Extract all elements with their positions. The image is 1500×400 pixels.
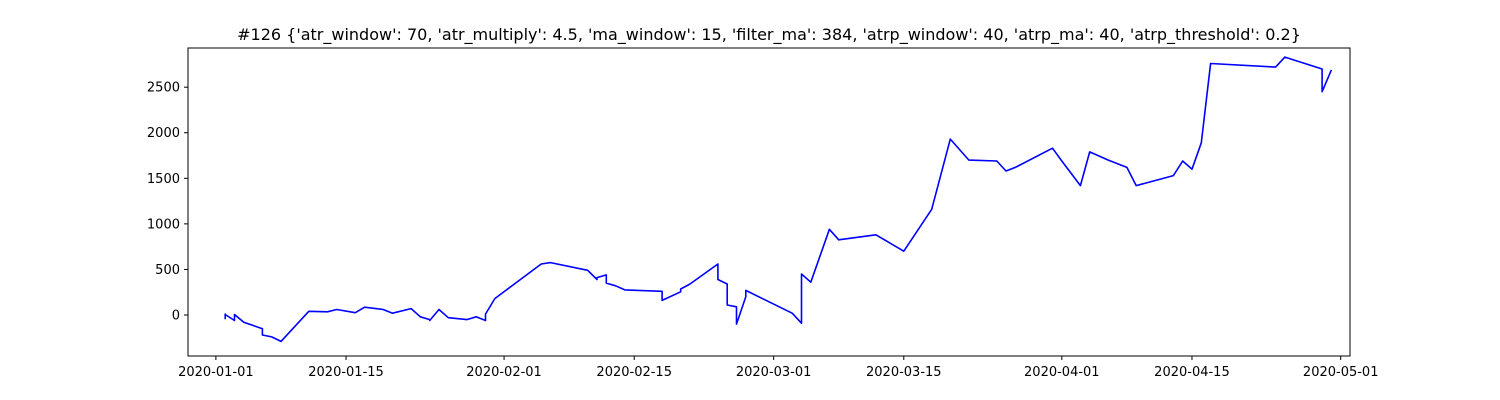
x-tick-label: 2020-01-15: [308, 365, 384, 380]
x-tick-label: 2020-04-01: [1024, 365, 1100, 380]
plot-frame: [187, 47, 1351, 357]
y-tick-label: 500: [155, 263, 180, 278]
series-line: [224, 56, 1333, 343]
plot-area: [224, 56, 1333, 343]
x-tick-label: 2020-02-15: [596, 365, 672, 380]
y-tick-label: 2500: [147, 81, 180, 96]
y-tick-label: 1000: [147, 217, 180, 232]
x-tick-label: 2020-01-01: [178, 365, 254, 380]
x-tick-label: 2020-02-01: [466, 365, 542, 380]
x-tick-label: 2020-04-15: [1154, 365, 1230, 380]
y-axis: 0 500 1000 1500 2000 2500: [147, 81, 188, 323]
x-tick-label: 2020-03-01: [736, 365, 812, 380]
y-tick-label: 2000: [147, 126, 180, 141]
chart-title: #126 {'atr_window': 70, 'atr_multiply': …: [237, 25, 1301, 45]
x-axis: 2020-01-01 2020-01-15 2020-02-01 2020-02-15…: [178, 356, 1378, 380]
y-tick-label: 1500: [147, 172, 180, 187]
x-tick-label: 2020-05-01: [1303, 365, 1379, 380]
x-tick-label: 2020-03-15: [866, 365, 942, 380]
y-tick-label: 0: [172, 308, 180, 323]
